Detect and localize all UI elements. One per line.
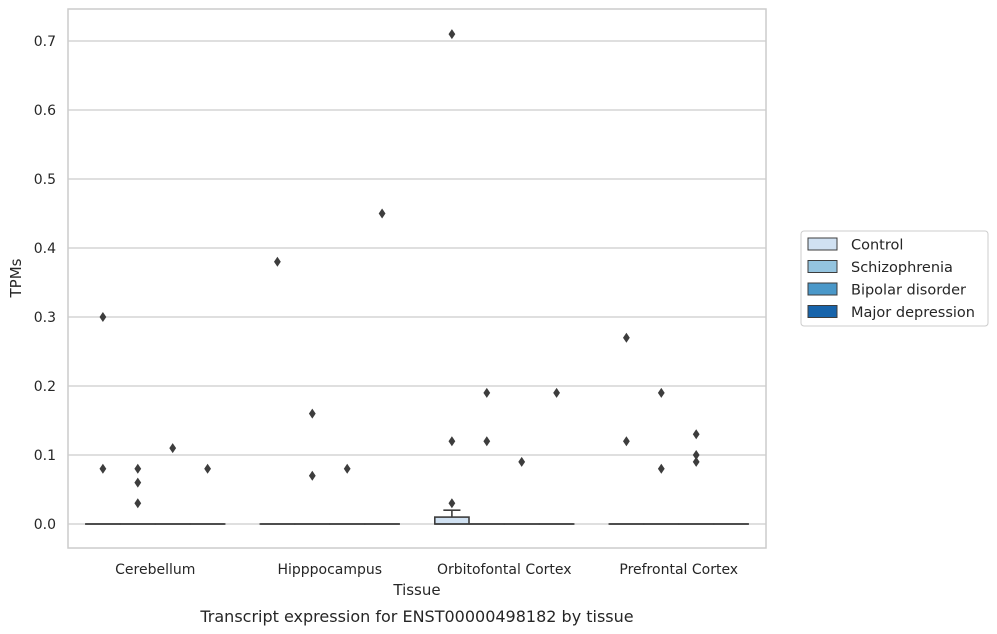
outlier-point	[448, 29, 456, 40]
outlier-point	[623, 332, 630, 343]
outlier-point	[99, 463, 107, 474]
outlier-point	[343, 463, 351, 474]
legend-swatch	[807, 237, 838, 251]
outlier-point	[623, 436, 630, 447]
y-tick-label: 0.4	[34, 241, 56, 257]
legend-swatch	[807, 260, 838, 273]
outlier-point	[308, 470, 316, 481]
legend-entry: Control	[851, 238, 903, 254]
chart-caption: Transcript expression for ENST0000049818…	[199, 607, 633, 626]
boxes	[84, 509, 750, 525]
outlier-point	[448, 498, 456, 509]
outlier-point	[692, 450, 700, 460]
outlier-point	[692, 429, 700, 440]
y-tick-label: 0.0	[34, 517, 56, 533]
outlier-point	[274, 256, 281, 267]
outlier-point	[483, 387, 491, 398]
y-tick-label: 0.3	[34, 310, 56, 326]
outlier-point	[134, 477, 142, 488]
outlier-point	[308, 408, 316, 419]
outlier-point	[169, 443, 177, 454]
y-tick-label: 0.1	[34, 448, 56, 464]
outlier-point	[134, 463, 142, 474]
x-tick-label: Hipppocampus	[277, 562, 382, 578]
y-axis-ticks: 0.0 0.1 0.2 0.3 0.4 0.5 0.6 0.7	[34, 34, 56, 533]
outlier-point	[99, 312, 107, 322]
x-tick-label: Cerebellum	[115, 562, 195, 578]
y-tick-label: 0.7	[34, 34, 56, 50]
x-axis-ticks: Cerebellum Hipppocampus Orbitofontal Corte…	[115, 562, 738, 578]
x-axis-label: Tissue	[392, 581, 440, 599]
outlier-points	[99, 29, 700, 509]
outlier-point	[204, 463, 211, 474]
y-tick-label: 0.6	[34, 103, 56, 119]
x-tick-label: Orbitofontal Cortex	[437, 562, 572, 578]
legend-entry: Major depression	[851, 305, 975, 321]
plot-frame	[67, 8, 767, 549]
box-body	[433, 516, 470, 525]
y-axis-label: TPMs	[7, 258, 25, 298]
outlier-point	[378, 208, 386, 219]
outlier-point	[657, 387, 665, 398]
outlier-point	[518, 456, 526, 467]
x-tick-label: Prefrontal Cortex	[619, 562, 738, 578]
legend-swatch	[807, 282, 838, 296]
legend-entry: Bipolar disorder	[851, 283, 966, 299]
box-control	[433, 509, 470, 525]
outlier-point	[448, 436, 456, 447]
y-tick-label: 0.5	[34, 172, 56, 188]
y-tick-label: 0.2	[34, 379, 56, 395]
legend-swatch	[807, 305, 838, 318]
outlier-point	[692, 456, 700, 467]
outlier-point	[134, 498, 142, 509]
legend: Control Schizophrenia Bipolar disorder Majo…	[800, 230, 989, 327]
outlier-point	[553, 387, 560, 398]
legend-frame	[800, 230, 989, 327]
legend-entry: Schizophrenia	[851, 260, 953, 276]
outlier-point	[483, 436, 491, 447]
gridlines	[68, 40, 766, 525]
outlier-point	[657, 463, 665, 474]
